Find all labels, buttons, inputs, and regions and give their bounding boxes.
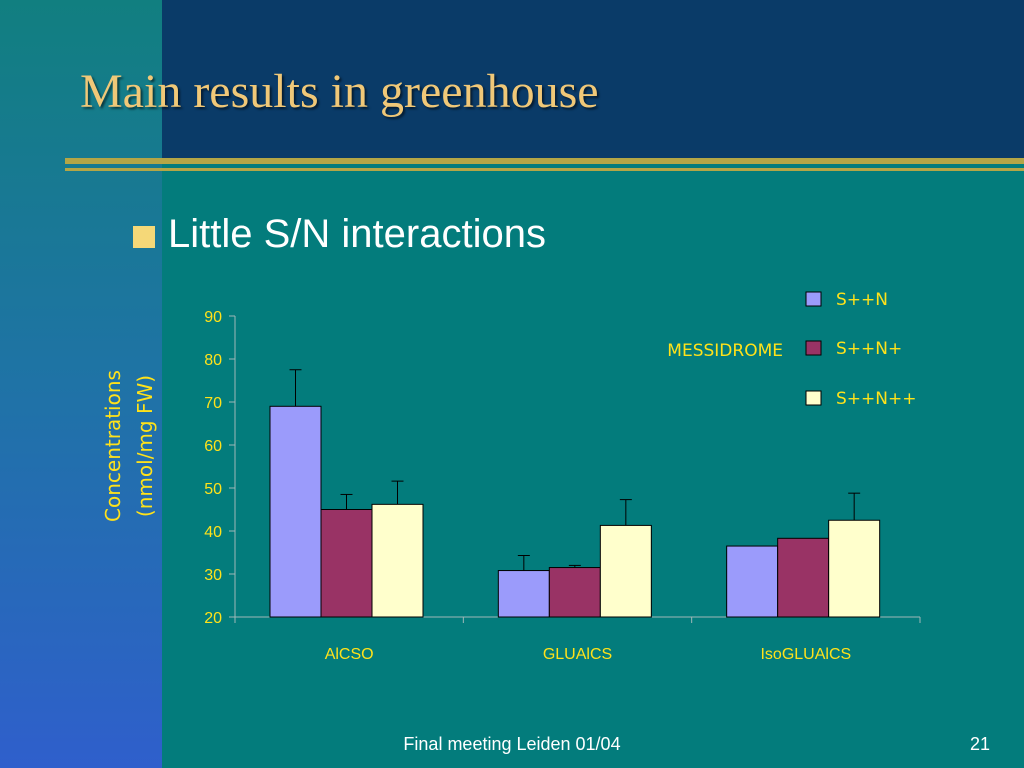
bar-3-1 <box>371 503 424 618</box>
bar-3-2 <box>599 524 652 618</box>
x-category-label: GLUAlCS <box>543 646 612 663</box>
y-tick-label: 30 <box>204 567 222 584</box>
chart-legend: S++N S++N+ S++N++ <box>805 290 916 409</box>
bar-1-3 <box>726 545 779 618</box>
legend-label-3: S++N++ <box>836 389 916 409</box>
y-axis-title: Concentrations <box>101 370 125 522</box>
legend-swatch-1 <box>805 291 822 307</box>
legend-swatch-3 <box>805 390 822 406</box>
bar-1-1 <box>269 405 322 618</box>
bullet-text: Little S/N interactions <box>168 212 546 256</box>
square-bullet-icon <box>133 226 155 248</box>
x-category-label: AlCSO <box>325 646 374 663</box>
legend-label-1: S++N <box>836 290 888 310</box>
title-rule-thick <box>65 158 1024 164</box>
y-tick-label: 70 <box>204 395 222 412</box>
slide-title: Main results in greenhouse <box>80 65 599 118</box>
bar-chart: 20 30 40 50 60 70 80 90 AlCSO GLUAlCS IsoGLUAlCS Co… <box>101 290 921 663</box>
chart-labels: 20 30 40 50 60 70 80 90 AlCSO GLUAlCS IsoGLUAlCS Co… <box>101 309 851 663</box>
y-tick-label: 20 <box>204 610 222 627</box>
chart-annotation: MESSIDROME <box>667 341 783 361</box>
bar-1-2 <box>497 570 550 618</box>
y-tick-label: 90 <box>204 309 222 326</box>
y-axis-title: (nmol/mg FW) <box>133 375 157 517</box>
chart-bars <box>269 369 881 618</box>
title-rule-thin <box>65 168 1024 171</box>
bar-2-2 <box>548 567 601 618</box>
page-number: 21 <box>969 734 990 754</box>
footer-text: Final meeting Leiden 01/04 <box>403 734 621 754</box>
legend-label-2: S++N+ <box>836 339 902 359</box>
bar-2-3 <box>777 537 830 618</box>
y-tick-label: 80 <box>204 352 222 369</box>
y-tick-label: 60 <box>204 438 222 455</box>
y-tick-label: 40 <box>204 524 222 541</box>
bar-3-3 <box>828 519 881 618</box>
y-tick-label: 50 <box>204 481 222 498</box>
x-category-label: IsoGLUAlCS <box>760 646 851 663</box>
legend-swatch-2 <box>805 340 822 356</box>
bar-2-1 <box>320 509 373 618</box>
header-background-band <box>162 0 1024 158</box>
left-background-band <box>0 0 162 768</box>
